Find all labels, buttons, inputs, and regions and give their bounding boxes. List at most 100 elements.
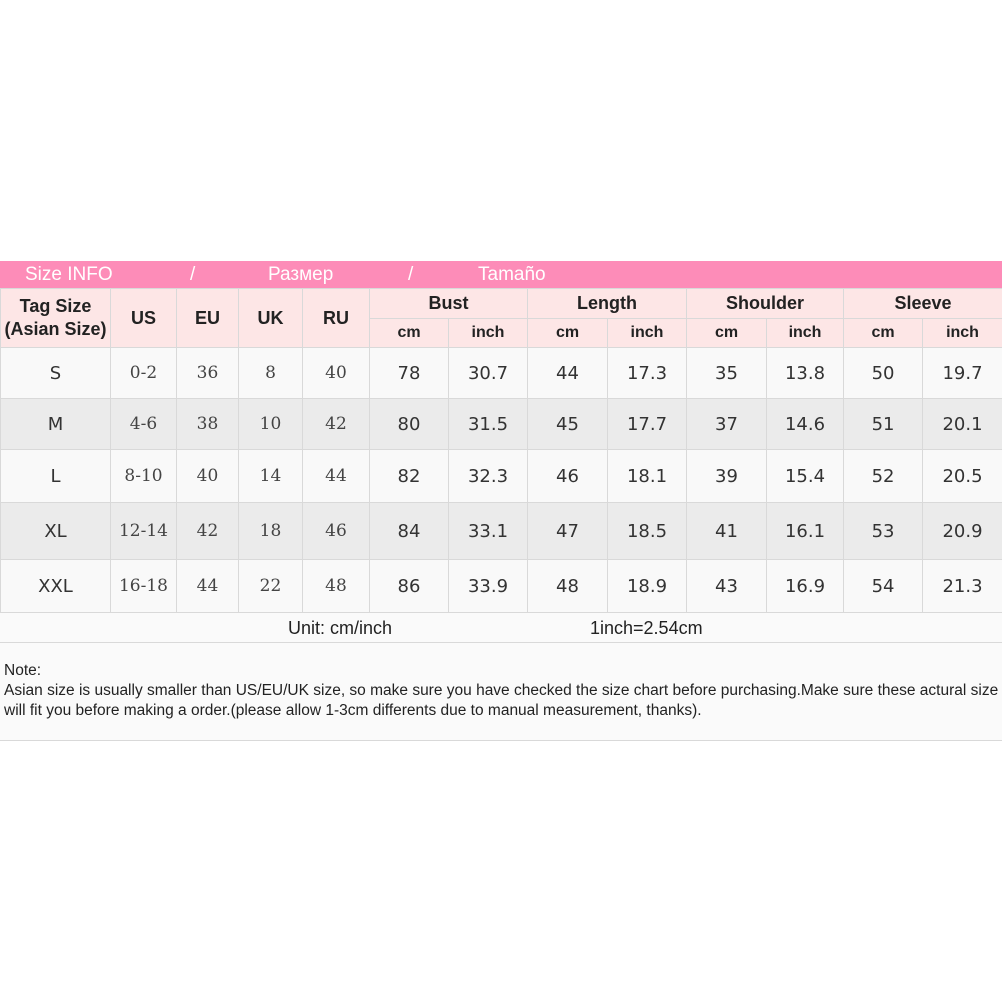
header-bust: Bust	[369, 288, 528, 319]
table-cell: XL	[0, 502, 111, 560]
table-cell: 42	[302, 398, 370, 450]
table-row: L 8-10 40 14 44 82 32.3 46 18.1 39 15.4 52 20.5	[0, 449, 1002, 503]
header-tag-size: Tag Size (Asian Size)	[0, 288, 111, 348]
table-cell: 33.9	[448, 559, 528, 613]
table-cell: 40	[176, 449, 239, 503]
title-bar: Size INFO / Размер / Tamaño	[0, 261, 1002, 288]
table-cell: 15.4	[765, 449, 845, 503]
header-length: Length	[527, 288, 687, 319]
table-cell: 37	[686, 398, 767, 450]
table-cell: 80	[369, 398, 449, 450]
size-chart: Size INFO / Размер / Tamaño Tag Size (As…	[0, 261, 1002, 741]
header-shoulder: Shoulder	[685, 288, 845, 319]
table-cell: 16.9	[765, 559, 845, 613]
table-cell: 32.3	[448, 449, 528, 503]
table-cell: 84	[369, 502, 449, 560]
table-cell: 48	[527, 559, 608, 613]
table-cell: 42	[176, 502, 239, 560]
table-cell: 78	[369, 347, 449, 399]
table-cell: 46	[302, 502, 370, 560]
table-cell: 22	[238, 559, 303, 613]
table-cell: 44	[176, 559, 239, 613]
title-ru: Размер	[268, 264, 334, 285]
table-cell: 82	[369, 449, 449, 503]
subheader-inch: inch	[607, 318, 687, 348]
table-cell: 0-2	[110, 347, 177, 399]
table-row: XXL 16-18 44 22 48 86 33.9 48 18.9 43 16.9 54 21.3	[0, 559, 1002, 613]
table-cell: 31.5	[448, 398, 528, 450]
note-text: Asian size is usually smaller than US/EU…	[4, 682, 999, 719]
subheader-cm: cm	[686, 318, 767, 348]
table-cell: 36	[176, 347, 239, 399]
table-cell: M	[0, 398, 111, 450]
header-us: US	[110, 288, 177, 348]
table-cell: 19.7	[922, 347, 1002, 399]
table-cell: 4-6	[110, 398, 177, 450]
table-cell: L	[0, 449, 111, 503]
table-cell: 35	[686, 347, 767, 399]
table-cell: 53	[843, 502, 924, 560]
table-cell: 16.1	[765, 502, 845, 560]
note: Note: Asian size is usually smaller than…	[0, 643, 1002, 741]
table-cell: 54	[843, 559, 924, 613]
table-cell: 33.1	[448, 502, 528, 560]
table-row: XL 12-14 42 18 46 84 33.1 47 18.5 41 16.1 53 20.9	[0, 502, 1002, 560]
table-cell: 41	[686, 502, 767, 560]
table-cell: 30.7	[448, 347, 528, 399]
table-cell: 18.5	[607, 502, 687, 560]
unit-row: Unit: cm/inch 1inch=2.54cm	[0, 613, 1002, 643]
table-cell: 13.8	[765, 347, 845, 399]
table-cell: 18.9	[607, 559, 687, 613]
table-cell: 21.3	[922, 559, 1002, 613]
table-cell: XXL	[0, 559, 111, 613]
table-cell: 14.6	[765, 398, 845, 450]
table-cell: 17.3	[607, 347, 687, 399]
table-cell: S	[0, 347, 111, 399]
table-cell: 18	[238, 502, 303, 560]
table-cell: 52	[843, 449, 924, 503]
title-en: Size INFO	[25, 264, 113, 285]
title-sep: /	[190, 264, 196, 285]
table-cell: 45	[527, 398, 608, 450]
header-eu: EU	[176, 288, 239, 348]
unit-label: Unit: cm/inch	[288, 618, 393, 638]
table-cell: 50	[843, 347, 924, 399]
title-es: Tamaño	[478, 264, 546, 285]
header-uk: UK	[238, 288, 303, 348]
header-sleeve: Sleeve	[843, 288, 1002, 319]
table-cell: 86	[369, 559, 449, 613]
table-cell: 46	[527, 449, 608, 503]
table-cell: 10	[238, 398, 303, 450]
table-cell: 38	[176, 398, 239, 450]
table-cell: 39	[686, 449, 767, 503]
table-cell: 8-10	[110, 449, 177, 503]
table-cell: 43	[686, 559, 767, 613]
table-row: S 0-2 36 8 40 78 30.7 44 17.3 35 13.8 50 19.7	[0, 347, 1002, 399]
subheader-inch: inch	[922, 318, 1002, 348]
table-cell: 51	[843, 398, 924, 450]
size-table: Tag Size (Asian Size) US EU UK RU Bust L…	[0, 288, 1002, 613]
header-ru: RU	[302, 288, 370, 348]
subheader-inch: inch	[448, 318, 528, 348]
table-cell: 17.7	[607, 398, 687, 450]
table-cell: 47	[527, 502, 608, 560]
subheader-inch: inch	[765, 318, 845, 348]
table-cell: 8	[238, 347, 303, 399]
table-cell: 14	[238, 449, 303, 503]
table-cell: 44	[527, 347, 608, 399]
table-cell: 48	[302, 559, 370, 613]
table-row: M 4-6 38 10 42 80 31.5 45 17.7 37 14.6 51 20.1	[0, 398, 1002, 450]
subheader-cm: cm	[527, 318, 608, 348]
table-cell: 20.1	[922, 398, 1002, 450]
table-cell: 12-14	[110, 502, 177, 560]
unit-conversion: 1inch=2.54cm	[590, 618, 703, 638]
table-cell: 16-18	[110, 559, 177, 613]
table-cell: 44	[302, 449, 370, 503]
table-cell: 20.5	[922, 449, 1002, 503]
subheader-cm: cm	[369, 318, 449, 348]
table-cell: 20.9	[922, 502, 1002, 560]
subheader-cm: cm	[843, 318, 924, 348]
title-sep: /	[408, 264, 414, 285]
table-cell: 18.1	[607, 449, 687, 503]
table-cell: 40	[302, 347, 370, 399]
